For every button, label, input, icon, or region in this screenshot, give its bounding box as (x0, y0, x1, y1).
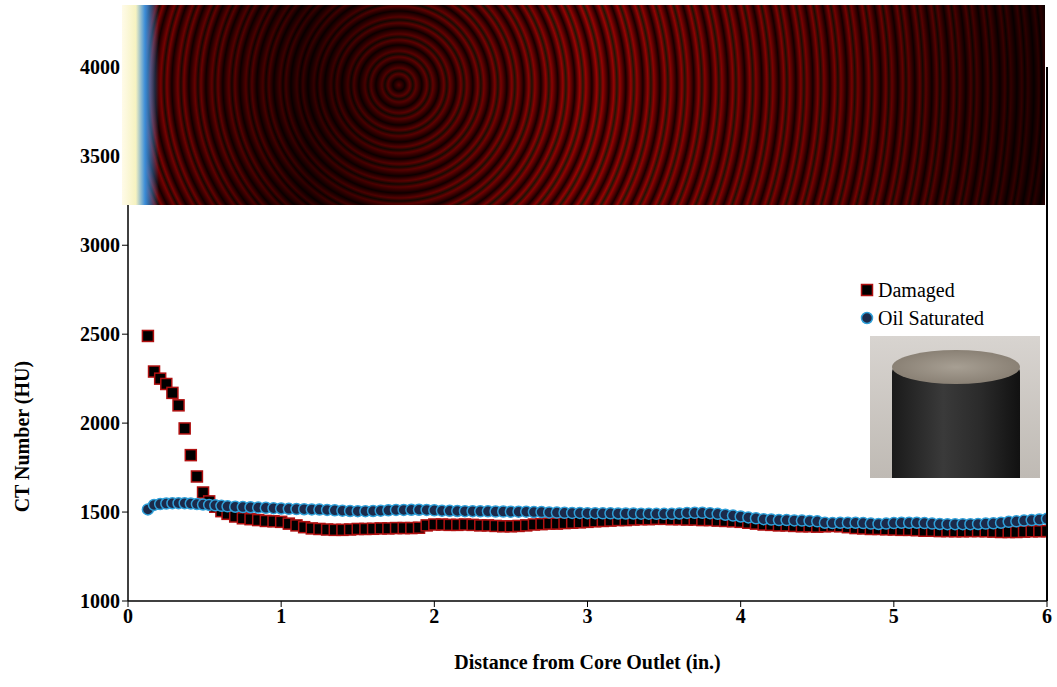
html-text:Damaged: Damaged (878, 279, 955, 301)
html-text:Oil Saturated: Oil Saturated (878, 307, 985, 329)
svg-text:2500: 2500 (80, 323, 120, 345)
svg-text:3500: 3500 (80, 145, 120, 167)
svg-text:CT Number (HU): CT Number (HU) (11, 361, 34, 512)
svg-text:4: 4 (736, 605, 746, 627)
svg-text:1000: 1000 (80, 590, 120, 612)
svg-text:1500: 1500 (80, 501, 120, 523)
svg-text:4000: 4000 (80, 56, 120, 78)
svg-text:1: 1 (276, 605, 286, 627)
svg-text:0: 0 (123, 605, 133, 627)
svg-text:Distance from Core Outlet (in.: Distance from Core Outlet (in.) (454, 651, 720, 674)
svg-text:6: 6 (1042, 605, 1052, 627)
svg-text:2000: 2000 (80, 412, 120, 434)
svg-text:2: 2 (429, 605, 439, 627)
svg-text:3: 3 (583, 605, 593, 627)
svg-text:3000: 3000 (80, 234, 120, 256)
svg-text:5: 5 (889, 605, 899, 627)
